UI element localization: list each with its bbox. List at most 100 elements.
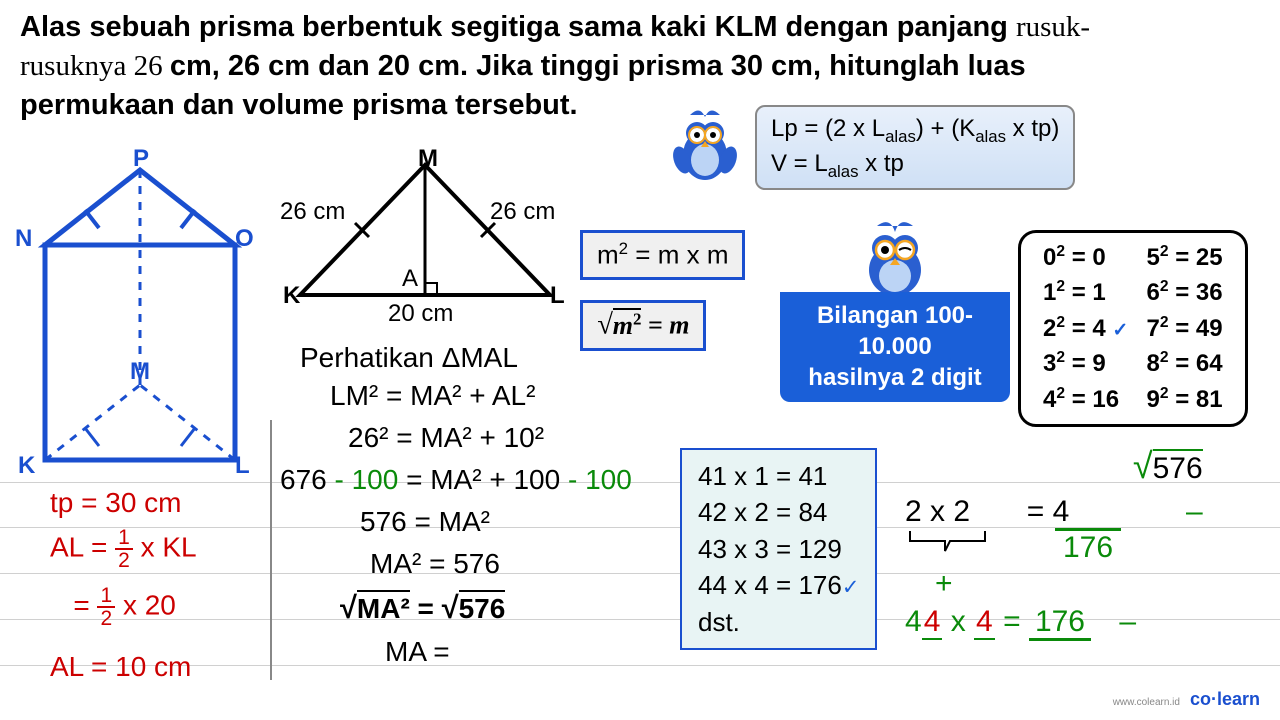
vertex-k: K [18,452,35,480]
check-icon: ✓ [842,576,859,599]
t: 4 [1043,386,1056,413]
t: 7 [1147,315,1160,342]
t: 1 [1043,279,1056,306]
t: = 64 [1169,350,1223,377]
tri-l: L [550,282,565,310]
vertex-m: M [130,358,150,386]
colearn-logo: www.colearn.id co·learn [1113,689,1260,710]
row-176a: 176 [1055,531,1203,565]
t: = 0 [1065,244,1106,271]
tri-a: A [402,265,418,293]
problem-line2-serif: rusuknya 26 [20,50,170,82]
t: 676 [280,464,335,495]
digit-hint-panel: Bilangan 100- 10.000 hasilnya 2 digit [780,292,1010,402]
t: m [613,311,633,340]
t: alas [828,161,859,180]
t: 2 [1043,315,1056,342]
t: = 25 [1169,244,1223,271]
logo-url: www.colearn.id [1113,697,1180,708]
t: Lp = (2 x L [771,115,885,142]
t: 0 [1043,244,1056,271]
vertex-l: L [235,452,250,480]
trial-2: 42 x 2 = 84 [698,494,859,530]
t: = 36 [1169,279,1223,306]
t: = 4 [1065,315,1112,342]
t: 10.000 [794,331,996,362]
problem-line1: Alas sebuah prisma berbentuk segitiga sa… [20,11,1016,43]
t: alas [975,127,1006,146]
prism-diagram [15,150,270,485]
trial-4: 44 x 4 = 176✓ [698,567,859,603]
t: = [410,593,442,624]
t: MA² [357,590,410,624]
t: 4 [905,605,922,638]
perfect-squares-table: 02 = 052 = 25 12 = 162 = 36 22 = 4 ✓72 =… [1018,230,1248,427]
t: 6 [1147,279,1160,306]
square-definition-box: m2 = m x m [580,230,745,280]
vertex-o: O [235,225,254,253]
perhatikan-title: Perhatikan ΔMAL [300,342,632,374]
subst-eq: 26² = MA² + 10² [348,422,632,454]
sqrt-576: √576 [1035,445,1203,487]
t: alas [885,127,916,146]
sqrt-long-division: √576 2 x 2 = 4 – 176 + 44 x 4 = 176 – [905,445,1203,639]
trial-etc: dst. [698,604,859,640]
formula-lp: Lp = (2 x Lalas) + (Kalas x tp) [771,113,1059,148]
owl-mascot-icon [670,105,740,185]
al-formula: AL = 12 x KL [50,527,197,571]
left-calc-block: tp = 30 cm AL = 12 x KL = 12 x 20 AL = 1… [50,485,197,685]
t: m [597,240,619,270]
ma-result: MA = [385,636,632,668]
t: = [995,605,1029,638]
tri-base: 20 cm [388,300,453,328]
t: = 81 [1169,386,1223,413]
vertex-n: N [15,225,32,253]
t: - 100 [335,464,399,495]
t: 176 [1029,605,1091,641]
t: 8 [1147,350,1160,377]
check-icon: ✓ [1112,320,1128,341]
t: 576 [459,590,506,624]
t: x 20 [115,589,176,620]
t: 1 [115,527,133,550]
tri-side1: 26 cm [280,198,345,226]
tri-k: K [283,282,300,310]
t: 2 [97,608,115,629]
row-44x4: 44 x 4 = 176 – [905,605,1203,639]
t: hasilnya 2 digit [794,362,996,393]
logo-text: co·learn [1190,689,1260,709]
t: AL = [50,531,115,562]
simplified-eq: 576 = MA² [360,506,632,538]
t: = 49 [1169,315,1223,342]
t: ) + (K [916,115,975,142]
t: x [942,605,974,638]
t: = m [641,311,689,340]
t: 3 [1043,350,1056,377]
vertex-p: P [133,145,149,173]
t: x tp) [1006,115,1059,142]
tp-value: tp = 30 cm [50,487,197,519]
t: 576 [1153,449,1203,485]
plus-sign: + [935,567,1203,601]
t: V = L [771,150,828,177]
triangle-diagram [280,155,570,320]
t: 9 [1147,386,1160,413]
row-2x2: 2 x 2 = 4 – [905,495,1203,529]
t: Bilangan 100- [794,300,996,331]
divider-line [270,420,272,680]
t: = 1 [1065,279,1106,306]
t: = MA² + 100 [398,464,568,495]
t: 44 x 4 = 176 [698,570,842,600]
bracket-icon [905,529,995,559]
sqrt-eq: √MA² = √576 [340,590,632,626]
problem-line2: cm, 26 cm dan 20 cm. Jika tinggi prisma … [170,50,1026,82]
formula-speech-bubble: Lp = (2 x Lalas) + (Kalas x tp) V = Lala… [755,105,1075,190]
t: 176 [1055,528,1121,564]
pythagoras-eq: LM² = MA² + AL² [330,380,632,412]
trial-3: 43 x 3 = 129 [698,531,859,567]
t: 4 [974,605,995,640]
multiplication-trials-box: 41 x 1 = 41 42 x 2 = 84 43 x 3 = 129 44 … [680,448,877,650]
al-sub: = 12 x 20 [50,585,197,629]
t: 1 [97,585,115,608]
t: = [73,589,97,620]
